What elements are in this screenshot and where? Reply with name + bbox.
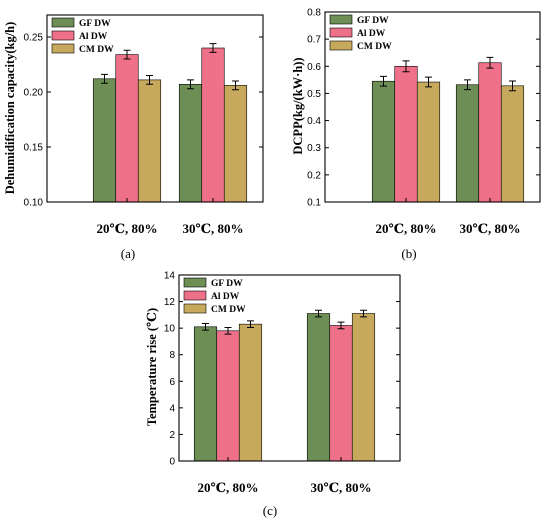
legend-label: GF DW: [211, 279, 243, 289]
y-tick-label: 0.8: [307, 8, 321, 19]
bar-gf-dw-0: [193, 326, 218, 462]
error-bar: [232, 80, 239, 91]
bar-cm-dw-0: [416, 81, 441, 203]
x-category-label: 30℃, 80%: [310, 480, 371, 495]
chart-panel-c: 0 2 4 6 8 10 12 14 20℃, 80% 30℃, 80% Temperature r…: [145, 271, 401, 518]
y-tick-label: 10: [164, 324, 176, 335]
bar-cm-dw-0: [137, 79, 162, 203]
y-tick-label: 4: [169, 403, 175, 414]
error-bar: [247, 320, 254, 328]
y-tick-label: 0.7: [307, 35, 321, 46]
error-bar: [101, 73, 108, 84]
x-category-label: 20℃, 80%: [96, 221, 157, 236]
bar-al-dw-1: [329, 325, 353, 462]
y-tick-label: 0.10: [24, 198, 44, 209]
legend-label: CM DW: [357, 42, 392, 52]
y-axis-label: DCPP(kg/(kW·h)): [291, 57, 305, 154]
y-tick-label: 14: [164, 271, 176, 282]
y-tick-label: 0.4: [307, 116, 321, 127]
plot-frame: [46, 14, 264, 203]
y-tick-label: 6: [169, 377, 175, 388]
y-tick-label: 0.25: [24, 33, 44, 44]
y-tick-label: 8: [169, 350, 175, 361]
y-tick-label: 0.3: [307, 143, 321, 154]
chart-panel-b: 0.1 0.2 0.3 0.4 0.5 0.6 0.7 0.8 20℃, 80% 30℃, 80%…: [291, 8, 541, 261]
error-bar: [202, 322, 209, 331]
legend-swatch: [183, 290, 207, 301]
legend-label: Al DW: [357, 29, 386, 39]
y-tick-label: 0.1: [307, 198, 321, 209]
legend-label: Al DW: [79, 32, 108, 42]
plot-frame: [178, 274, 401, 462]
error-bar: [464, 79, 471, 91]
legend-label: GF DW: [79, 19, 111, 29]
legend-swatch: [329, 27, 353, 38]
bar-cm-dw-0: [238, 323, 263, 462]
panel-label: (b): [401, 246, 416, 261]
x-category-label: 30℃, 80%: [182, 221, 243, 236]
bar-cm-dw-1: [351, 313, 376, 462]
error-bar: [224, 326, 232, 335]
error-bar: [380, 75, 387, 87]
error-bar: [337, 321, 345, 330]
bar-al-dw-0: [216, 330, 240, 462]
bar-gf-dw-0: [92, 78, 117, 203]
legend-label: Al DW: [211, 292, 240, 302]
error-bar: [187, 79, 194, 90]
legend-label: CM DW: [79, 45, 114, 55]
y-tick-label: 0.2: [307, 170, 321, 181]
error-bar: [509, 80, 516, 92]
panel-label: (a): [121, 246, 135, 261]
bar-al-dw-0: [115, 54, 139, 203]
bar-al-dw-0: [394, 65, 418, 203]
x-category-label: 20℃, 80%: [197, 480, 258, 495]
bar-gf-dw-1: [178, 84, 203, 203]
y-tick-label: 0: [169, 457, 175, 468]
legend-swatch: [183, 277, 207, 288]
bar-al-dw-1: [478, 62, 502, 203]
legend-label: CM DW: [211, 305, 246, 315]
legend-label: GF DW: [357, 16, 389, 26]
error-bar: [209, 43, 217, 53]
error-bar: [360, 309, 367, 318]
legend-swatch: [329, 14, 353, 25]
panel-label: (c): [263, 503, 277, 518]
legend-swatch: [51, 43, 75, 54]
x-category-label: 20℃, 80%: [375, 221, 436, 236]
error-bar: [315, 309, 322, 318]
error-bar: [123, 49, 131, 60]
y-tick-label: 12: [164, 297, 176, 308]
y-tick-label: 0.6: [307, 62, 321, 73]
y-tick-label: 0.15: [24, 143, 44, 154]
legend-swatch: [51, 17, 75, 28]
plot-frame: [324, 11, 541, 203]
bar-cm-dw-1: [223, 85, 248, 203]
legend-swatch: [51, 30, 75, 41]
bar-cm-dw-1: [500, 85, 525, 203]
chart-panel-a: 0.10 0.15 0.20 0.25 20℃, 80% 30℃, 80% Dehumidi…: [3, 14, 264, 261]
y-tick-label: 0.20: [24, 88, 44, 99]
legend-swatch: [183, 303, 207, 314]
bar-gf-dw-1: [455, 84, 480, 203]
y-axis-label: Dehumidification capacity(kg/h): [3, 22, 17, 195]
x-category-label: 30℃, 80%: [459, 221, 520, 236]
bar-al-dw-1: [201, 47, 225, 203]
error-bar: [402, 60, 410, 73]
y-axis-label: Temperature rise (℃): [145, 308, 159, 426]
y-tick-label: 0.5: [307, 89, 321, 100]
bar-gf-dw-1: [306, 313, 331, 462]
y-tick-label: 2: [169, 430, 175, 441]
error-bar: [486, 56, 494, 69]
error-bar: [146, 75, 153, 85]
legend-swatch: [329, 40, 353, 51]
error-bar: [425, 76, 432, 88]
bar-gf-dw-0: [371, 80, 396, 203]
